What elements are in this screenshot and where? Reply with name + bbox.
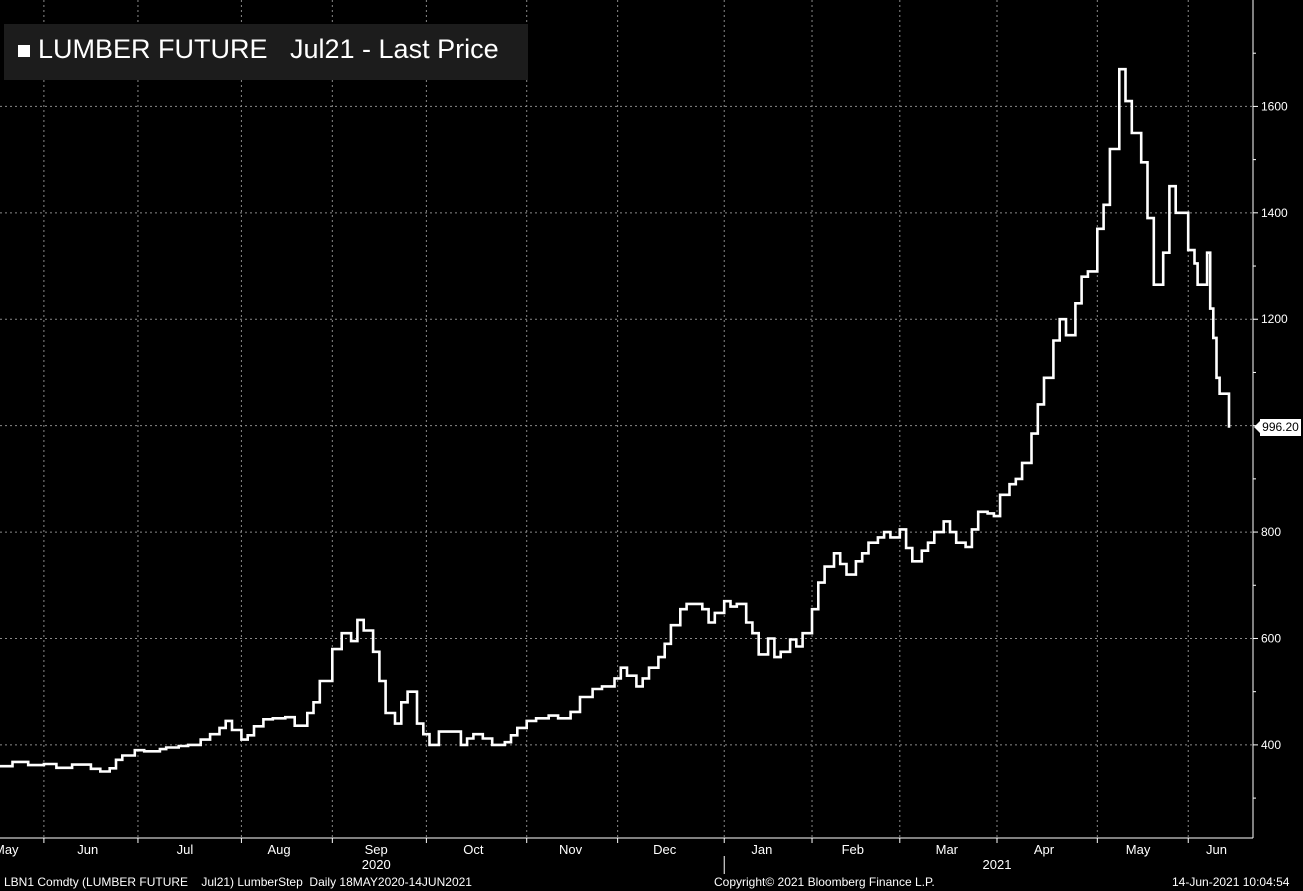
legend-series-name: LUMBER FUTURE (38, 34, 268, 64)
y-tick-label: 1600 (1261, 99, 1288, 113)
x-year-label: 2021 (983, 857, 1012, 872)
y-tick-label: 1400 (1261, 206, 1288, 220)
x-tick-label: Dec (653, 842, 677, 857)
x-tick-label: Mar (936, 842, 959, 857)
x-tick-label: Oct (463, 842, 484, 857)
last-price-tag: 996.20 (1254, 418, 1301, 436)
y-tick-label: 1200 (1261, 312, 1288, 326)
footer-copyright: Copyright© 2021 Bloomberg Finance L.P. (714, 875, 935, 889)
x-tick-label: Jun (77, 842, 98, 857)
chart-series (0, 67, 1231, 773)
footer-ticker: LBN1 Comdty (LUMBER FUTURE Jul21) Lumber… (4, 875, 472, 889)
y-axis-labels: 400 600 800 1200 1400 1600 (1261, 99, 1288, 751)
legend-swatch (18, 45, 30, 57)
chart-legend: LUMBER FUTURE Jul21 - Last Price (4, 24, 528, 80)
x-tick-label: May (1126, 842, 1151, 857)
footer-timestamp: 14-Jun-2021 10:04:54 (1172, 875, 1290, 889)
x-tick-label: Jan (751, 842, 772, 857)
chart-axes (0, 0, 1258, 874)
x-tick-label: Sep (365, 842, 388, 857)
x-tick-label: Jul (177, 842, 194, 857)
series-line-lumber (0, 67, 1231, 773)
y-tick-label: 600 (1261, 631, 1281, 645)
y-tick-label: 800 (1261, 525, 1281, 539)
x-tick-label: May (0, 842, 19, 857)
x-year-label: 2020 (362, 857, 391, 872)
x-tick-label: Apr (1034, 842, 1055, 857)
chart-grid (0, 0, 1253, 838)
x-tick-label: Nov (559, 842, 583, 857)
x-axis-labels: May Jun Jul Aug Sep Oct Nov Dec Jan Feb Mar Apr May J… (0, 842, 1227, 872)
legend-measure: Jul21 - Last Price (290, 34, 499, 64)
x-tick-label: Jun (1206, 842, 1227, 857)
x-tick-label: Feb (842, 842, 864, 857)
x-tick-label: Aug (267, 842, 290, 857)
y-tick-label: 400 (1261, 738, 1281, 752)
